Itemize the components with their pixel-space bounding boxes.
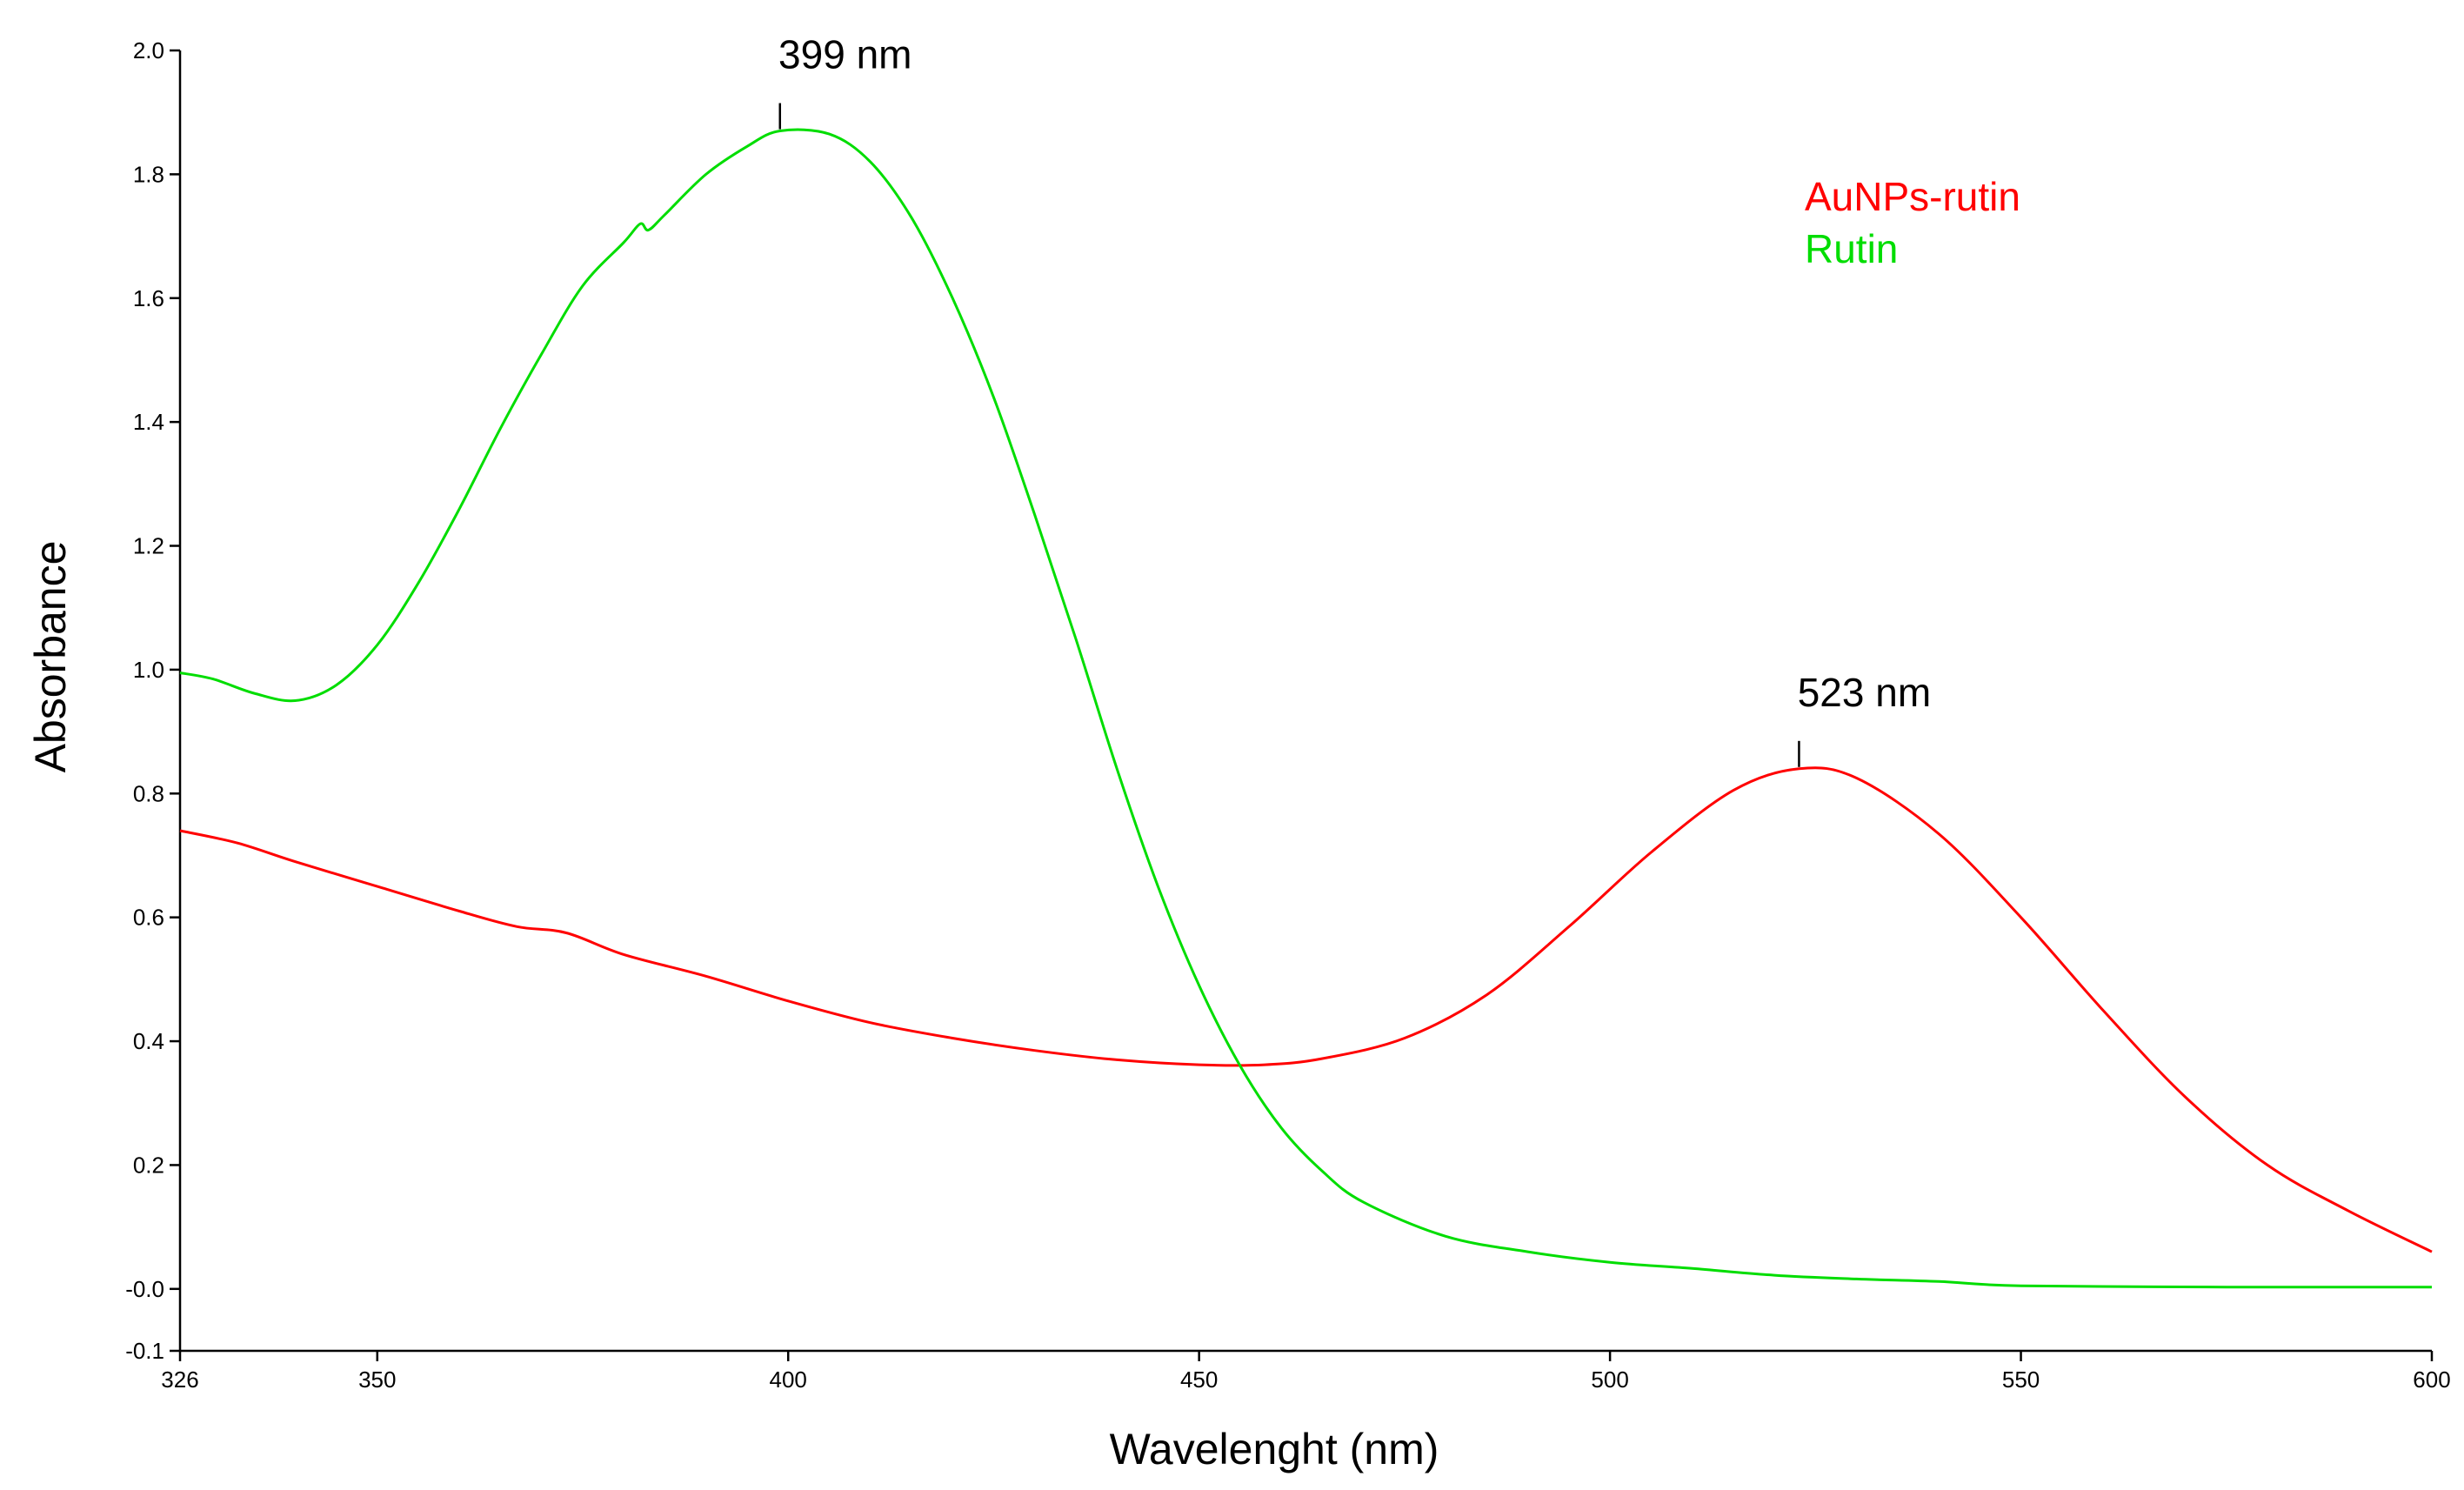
y-tick-label: 0.8: [133, 780, 164, 806]
y-tick-label: 1.2: [133, 533, 164, 559]
x-tick-label: 326: [161, 1366, 198, 1393]
x-tick-label: 500: [1591, 1366, 1628, 1393]
legend-entry-rutin: Rutin: [1805, 226, 1898, 271]
x-axis-title: Wavelenght (nm): [1110, 1425, 1439, 1473]
series-line-rutin: [179, 128, 2433, 1289]
x-tick-label: 400: [770, 1366, 807, 1393]
series-layer: [179, 128, 2433, 1289]
y-tick-label: -0.1: [125, 1338, 164, 1364]
y-tick-label: 0.6: [133, 905, 164, 931]
x-tick-label: 550: [2002, 1366, 2040, 1393]
y-tick-label: 1.0: [133, 657, 164, 683]
y-tick-label: 1.6: [133, 285, 164, 311]
y-axis-title: Absorbance: [26, 541, 75, 773]
x-tick-label: 600: [2413, 1366, 2450, 1393]
axes: -0.1 -0.0 0.2 0.4 0.6 0.8 1.0 1.2 1.4 1.6 1.8 2.0 32…: [125, 37, 2451, 1393]
series-line-aunps-rutin: [179, 766, 2433, 1253]
y-tick-label: 1.4: [133, 409, 164, 435]
x-tick-label: 450: [1180, 1366, 1218, 1393]
y-tick-label: 2.0: [133, 37, 164, 63]
x-tick-label: 350: [358, 1366, 396, 1393]
y-tick-label: 0.2: [133, 1152, 164, 1178]
legend-entry-aunps-rutin: AuNPs-rutin: [1805, 174, 2020, 219]
annotation-layer: 399 nm 523 nm: [778, 32, 1931, 767]
y-tick-label: 0.4: [133, 1028, 164, 1054]
legend: AuNPs-rutin Rutin: [1805, 174, 2020, 271]
y-tick-label: 1.8: [133, 161, 164, 187]
peak-label-523-nm: 523 nm: [1798, 670, 1931, 715]
y-tick-label: -0.0: [125, 1276, 164, 1302]
peak-label-399-nm: 399 nm: [778, 32, 911, 77]
